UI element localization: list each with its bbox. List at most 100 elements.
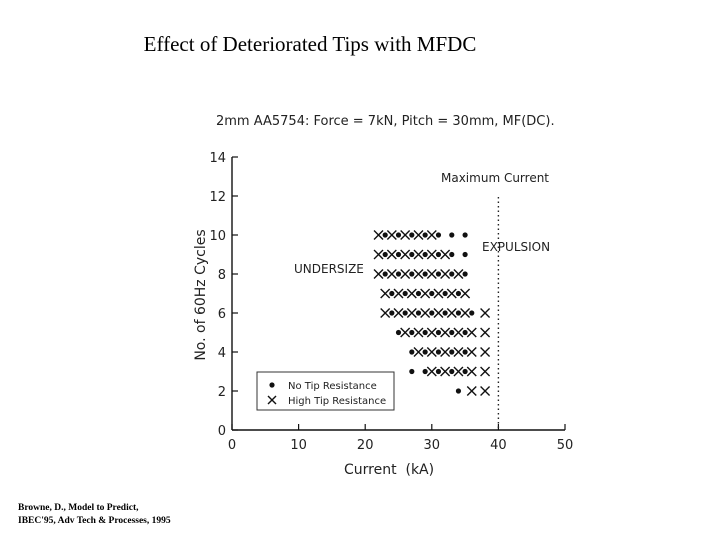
point-high-tip-resistance (433, 308, 444, 318)
x-axis-label: Current (kA) (344, 462, 434, 478)
point-no-tip-resistance (409, 329, 415, 336)
chart-title: 2mm AA5754: Force = 7kN, Pitch = 30mm, M… (216, 114, 555, 129)
point-no-tip-resistance (415, 310, 422, 316)
point-no-tip-resistance (382, 251, 388, 258)
point-no-tip-resistance (429, 290, 435, 297)
point-no-tip-resistance (435, 368, 442, 375)
point-high-tip-resistance (453, 366, 464, 377)
point-no-tip-resistance (409, 251, 415, 258)
x-tick-label: 40 (490, 438, 507, 453)
point-high-tip-resistance (480, 386, 491, 396)
point-no-tip-resistance (462, 349, 468, 355)
point-high-tip-resistance (426, 269, 437, 279)
point-no-tip-resistance (455, 310, 462, 316)
point-high-tip-resistance (413, 347, 424, 357)
slide-title: Effect of Deteriorated Tips with MFDC (143, 32, 477, 56)
point-no-tip-resistance (435, 329, 442, 336)
point-high-tip-resistance (406, 308, 417, 318)
y-tick-label: 2 (218, 385, 226, 400)
point-no-tip-resistance (462, 232, 468, 238)
point-high-tip-resistance (453, 327, 464, 338)
citation-line-1: Browne, D., Model to Predict, (18, 503, 139, 513)
point-no-tip-resistance (449, 271, 455, 277)
point-no-tip-resistance (389, 310, 395, 316)
point-high-tip-resistance (446, 308, 457, 318)
chart-legend: No Tip Resistance High Tip Resistance (256, 371, 395, 411)
point-high-tip-resistance (386, 230, 397, 240)
point-no-tip-resistance (402, 310, 408, 316)
x-tick-label: 30 (424, 438, 441, 453)
point-high-tip-resistance (413, 269, 424, 279)
point-high-tip-resistance (440, 347, 451, 357)
point-no-tip-resistance (422, 271, 428, 277)
point-high-tip-resistance (440, 269, 451, 279)
point-no-tip-resistance (382, 232, 388, 238)
point-high-tip-resistance (453, 347, 464, 357)
point-high-tip-resistance (426, 327, 437, 338)
point-no-tip-resistance (455, 290, 462, 297)
point-high-tip-resistance (400, 249, 411, 260)
point-no-tip-resistance (442, 290, 448, 297)
point-high-tip-resistance (386, 249, 397, 260)
point-no-tip-resistance (462, 368, 468, 375)
point-high-tip-resistance (373, 230, 384, 240)
y-tick-label: 0 (218, 424, 226, 439)
annotation-maximum-current: Maximum Current (441, 171, 549, 185)
point-high-tip-resistance (406, 288, 417, 299)
point-no-tip-resistance (442, 310, 448, 316)
point-high-tip-resistance (426, 347, 437, 357)
point-high-tip-resistance (426, 366, 437, 377)
point-no-tip-resistance (409, 368, 415, 375)
point-no-tip-resistance (449, 349, 455, 355)
point-high-tip-resistance (460, 288, 471, 299)
point-high-tip-resistance (460, 308, 471, 318)
point-high-tip-resistance (413, 249, 424, 260)
point-high-tip-resistance (480, 366, 491, 377)
point-no-tip-resistance (435, 232, 442, 238)
point-high-tip-resistance (400, 327, 411, 338)
point-high-tip-resistance (480, 327, 491, 338)
point-no-tip-resistance (395, 329, 402, 336)
point-high-tip-resistance (373, 249, 384, 260)
point-no-tip-resistance (449, 329, 455, 336)
point-no-tip-resistance (409, 232, 415, 238)
point-high-tip-resistance (426, 230, 437, 240)
point-high-tip-resistance (400, 230, 411, 240)
point-high-tip-resistance (393, 288, 404, 299)
point-no-tip-resistance (422, 232, 428, 238)
point-high-tip-resistance (393, 308, 404, 318)
point-no-tip-resistance (449, 232, 455, 238)
citation: Browne, D., Model to Predict, IBEC'95, A… (18, 502, 171, 528)
point-no-tip-resistance (395, 271, 402, 277)
point-no-tip-resistance (449, 368, 455, 375)
point-high-tip-resistance (380, 288, 391, 299)
point-high-tip-resistance (413, 327, 424, 338)
point-no-tip-resistance (422, 368, 428, 375)
point-high-tip-resistance (440, 327, 451, 338)
chart-axes: 0 2 4 6 8 10 12 14 0 10 20 30 40 50 (209, 151, 573, 453)
y-tick-label: 12 (209, 190, 226, 205)
point-no-tip-resistance (409, 271, 415, 277)
point-no-tip-resistance (382, 271, 388, 277)
legend-label-no-tip: No Tip Resistance (288, 381, 377, 392)
point-high-tip-resistance (480, 308, 491, 318)
point-high-tip-resistance (426, 249, 437, 260)
point-no-tip-resistance (455, 388, 462, 394)
point-no-tip-resistance (422, 251, 428, 258)
y-tick-label: 4 (218, 346, 226, 361)
legend-marker-dot (269, 382, 275, 388)
point-no-tip-resistance (462, 271, 468, 277)
point-high-tip-resistance (440, 366, 451, 377)
point-high-tip-resistance (433, 288, 444, 299)
point-high-tip-resistance (466, 327, 477, 338)
point-high-tip-resistance (386, 269, 397, 279)
y-tick-label: 14 (209, 151, 226, 166)
point-no-tip-resistance (435, 271, 442, 277)
y-axis-label: No. of 60Hz Cycles (193, 229, 209, 360)
y-tick-label: 6 (218, 307, 226, 322)
point-no-tip-resistance (395, 232, 402, 238)
annotation-undersize: UNDERSIZE (294, 262, 364, 276)
point-no-tip-resistance (395, 251, 402, 258)
legend-box (256, 371, 395, 411)
